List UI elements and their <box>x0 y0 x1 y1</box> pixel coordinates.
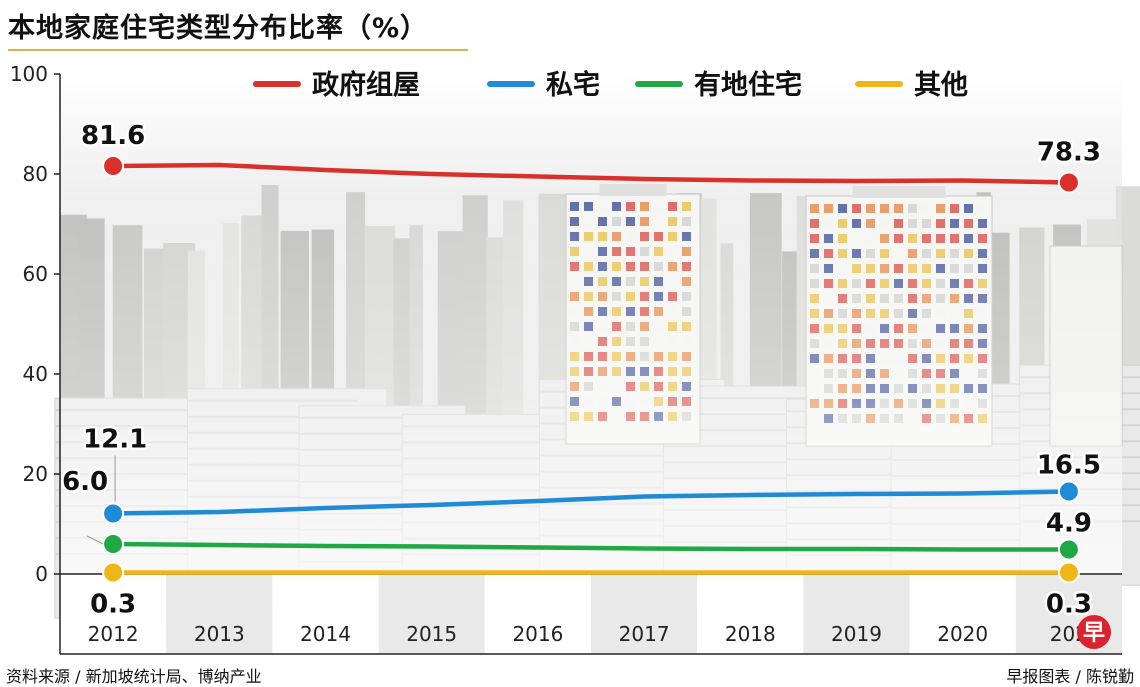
y-tick-label: 40 <box>23 362 48 386</box>
x-tick-label: 2013 <box>194 622 245 646</box>
data-label: 0.3 <box>1046 590 1092 620</box>
year-band <box>272 574 379 654</box>
background-fade <box>60 74 1122 654</box>
year-band <box>484 574 591 654</box>
data-label-halo: 81.6 <box>81 121 145 151</box>
x-tick-label: 2018 <box>725 622 776 646</box>
x-tick-label: 2020 <box>937 622 988 646</box>
year-band <box>166 574 273 654</box>
legend: 政府组屋 私宅 有地住宅 其他 <box>253 69 968 101</box>
legend-label: 有地住宅 <box>694 69 802 101</box>
series-lines <box>102 155 1080 584</box>
data-label-halo: 78.3 <box>1037 138 1101 168</box>
data-label-halo: 0.3 <box>1046 590 1092 620</box>
credit-note: 早报图表 / 陈锐勤 <box>1006 667 1134 686</box>
x-tick-label: 2015 <box>406 622 457 646</box>
x-tick-label: 2017 <box>619 622 670 646</box>
chart-area: 0 20 40 60 80 100 2012 2013 2014 2015 2016 2017 2018… <box>0 56 1140 656</box>
data-label: 16.5 <box>1037 451 1101 481</box>
year-band <box>909 574 1016 654</box>
y-tick-label: 20 <box>23 462 48 486</box>
data-label: 78.3 <box>1037 138 1101 168</box>
x-tick-label: 2019 <box>831 622 882 646</box>
skyline-background <box>54 74 1140 654</box>
chart-title: 本地家庭住宅类型分布比率（%） <box>8 13 429 44</box>
line-chart: 0 20 40 60 80 100 2012 2013 2014 2015 2016 2017 2018… <box>10 62 1140 655</box>
data-label-halo: 4.9 <box>1046 509 1092 539</box>
year-band <box>803 574 910 654</box>
data-label: 6.0 <box>62 467 108 497</box>
data-label: 4.9 <box>1046 509 1092 539</box>
legend-label: 其他 <box>914 70 968 101</box>
y-tick-label: 100 <box>10 62 48 86</box>
x-tick-label: 2012 <box>88 622 139 646</box>
x-tick-label: 2014 <box>300 622 351 646</box>
title-underline <box>8 49 468 51</box>
logo-glyph: 早 <box>1083 621 1105 646</box>
y-tick-label: 80 <box>23 162 48 186</box>
source-note: 资料来源 / 新加坡统计局、博纳产业 <box>6 667 262 686</box>
annotation-leader <box>86 535 104 545</box>
data-label-halo: 16.5 <box>1037 451 1101 481</box>
x-tick-label: 2016 <box>512 622 563 646</box>
series-endpoint-marker <box>1057 480 1080 503</box>
zaobao-logo: 早 <box>1077 615 1111 649</box>
legend-label: 政府组屋 <box>312 69 420 101</box>
series-endpoint-marker <box>102 155 125 177</box>
series-endpoint-marker <box>1057 538 1080 561</box>
y-tick-label: 0 <box>35 562 48 586</box>
data-label: 81.6 <box>81 121 145 151</box>
series-line <box>110 541 1072 552</box>
series-endpoint-marker <box>1057 561 1080 584</box>
series-endpoint-marker <box>102 502 125 525</box>
series-endpoint-marker <box>1057 171 1080 194</box>
series-line <box>110 489 1072 516</box>
year-band <box>591 574 698 654</box>
series-line <box>110 162 1072 185</box>
data-label: 12.1 <box>83 425 147 455</box>
data-label: 0.3 <box>90 590 136 620</box>
data-label-halo: 6.0 <box>62 467 108 497</box>
data-labels: 81.681.678.378.312.112.116.516.56.06.04.… <box>60 119 1104 623</box>
y-tick-label: 60 <box>23 262 48 286</box>
year-band <box>697 574 804 654</box>
legend-label: 私宅 <box>546 69 600 101</box>
year-band <box>60 574 167 654</box>
year-band <box>378 574 485 654</box>
series-endpoint-marker <box>102 533 125 555</box>
data-label-halo: 0.3 <box>90 590 136 620</box>
series-endpoint-marker <box>102 561 125 584</box>
year-bands <box>60 574 1122 654</box>
logo-circle <box>1077 615 1111 649</box>
data-label-halo: 12.1 <box>83 425 147 455</box>
